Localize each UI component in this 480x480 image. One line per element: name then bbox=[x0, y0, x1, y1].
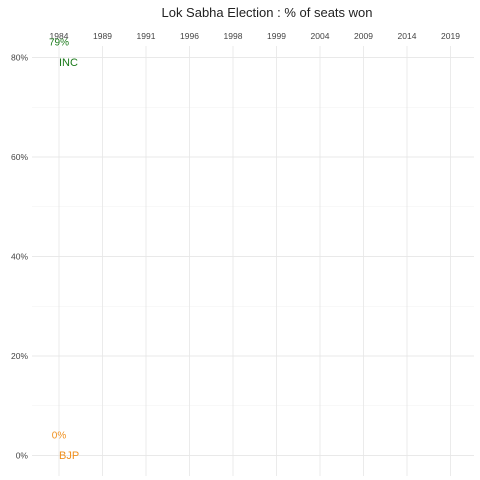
y-tick-label: 40% bbox=[11, 252, 28, 262]
series-label-inc: INC bbox=[59, 57, 78, 69]
chart-marks: 79% INC 0% BJP bbox=[49, 37, 79, 462]
series-label-bjp: BJP bbox=[59, 450, 79, 462]
x-axis: 1984 1989 1991 1996 1998 1999 2004 2009 2014 2019 bbox=[50, 31, 461, 41]
x-tick-label: 1989 bbox=[93, 31, 112, 41]
x-tick-label: 1996 bbox=[180, 31, 199, 41]
y-tick-label: 20% bbox=[11, 351, 28, 361]
x-tick-label: 2019 bbox=[441, 31, 460, 41]
x-tick-label: 1991 bbox=[137, 31, 156, 41]
x-tick-label: 2014 bbox=[398, 31, 417, 41]
x-tick-label: 2009 bbox=[354, 31, 373, 41]
x-tick-label: 2004 bbox=[311, 31, 330, 41]
data-label-inc: 79% bbox=[49, 37, 69, 48]
grid bbox=[32, 46, 474, 476]
y-tick-label: 60% bbox=[11, 152, 28, 162]
x-tick-label: 1998 bbox=[224, 31, 243, 41]
data-label-bjp: 0% bbox=[52, 431, 67, 442]
y-axis: 0% 20% 40% 60% 80% bbox=[11, 53, 28, 461]
chart-title: Lok Sabha Election : % of seats won bbox=[161, 5, 372, 20]
y-tick-label: 0% bbox=[16, 451, 29, 461]
x-tick-label: 1999 bbox=[267, 31, 286, 41]
y-tick-label: 80% bbox=[11, 53, 28, 63]
x-tick-label: 1984 bbox=[50, 31, 69, 41]
